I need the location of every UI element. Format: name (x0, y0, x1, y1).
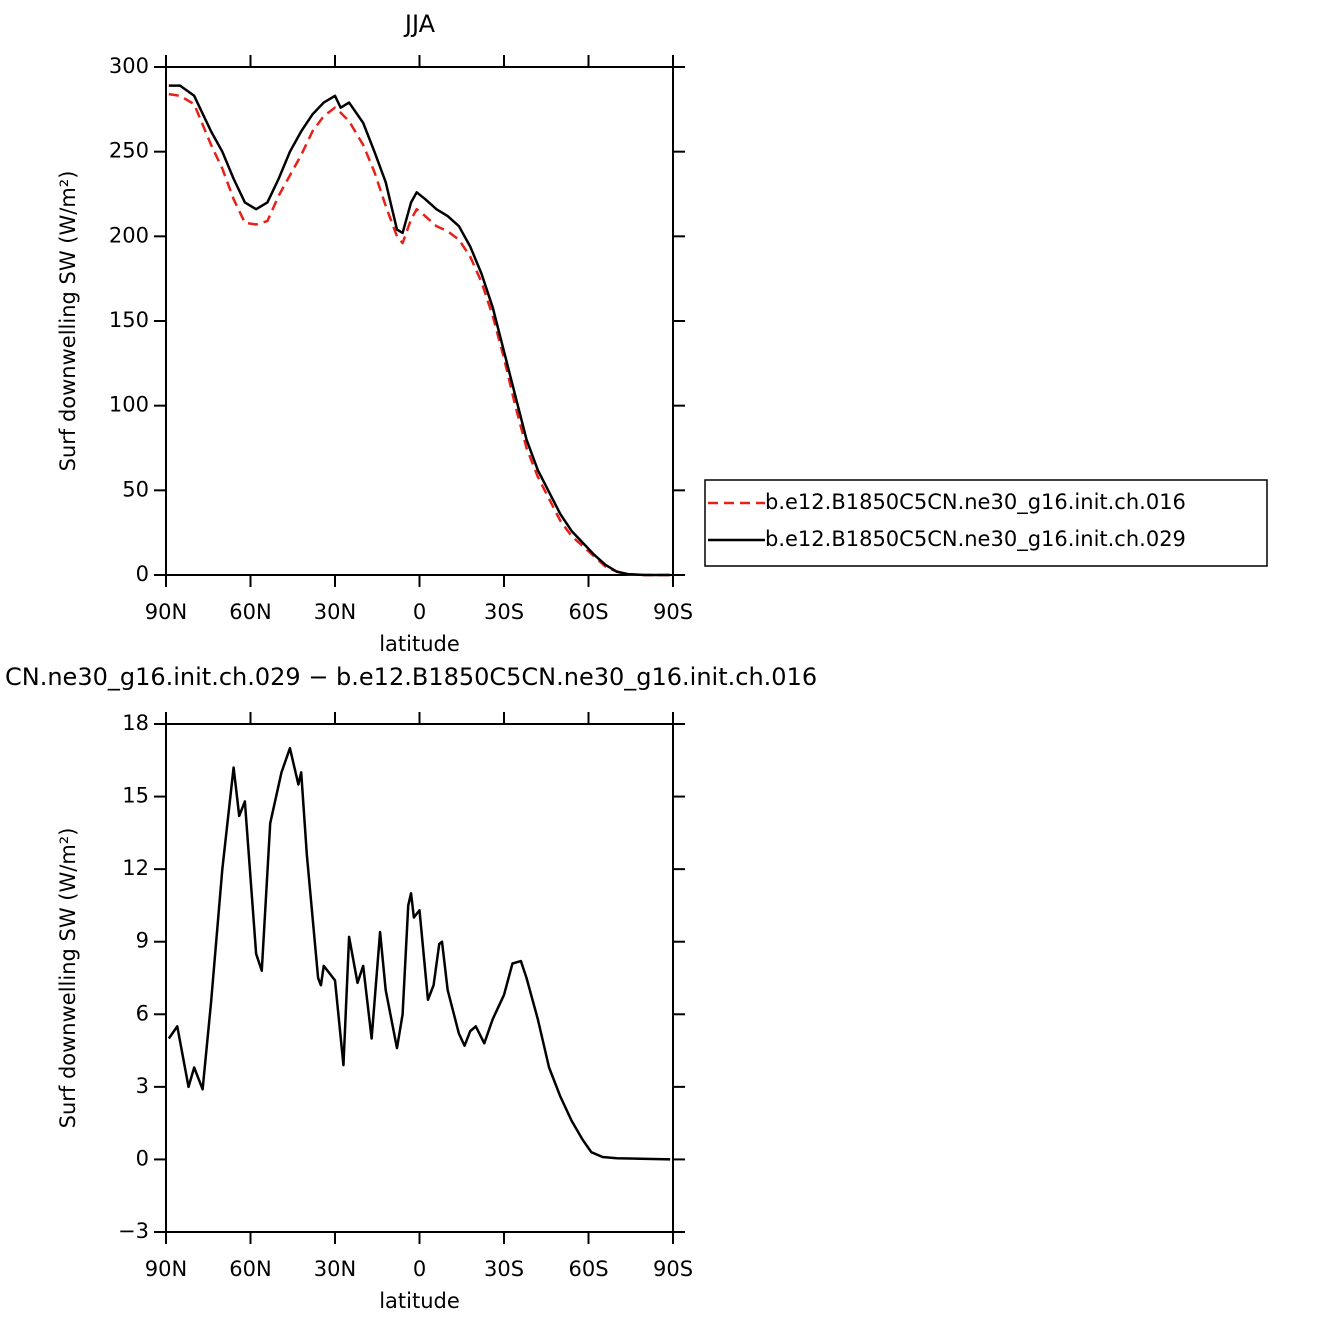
data-line (167, 746, 671, 1161)
plot-frame (165, 66, 674, 576)
x-tick-label: 90S (653, 600, 693, 624)
x-tick-label: 0 (413, 1257, 426, 1281)
x-tick-label: 60S (568, 1257, 608, 1281)
chart-title: CN.ne30_g16.init.ch.029 − b.e12.B1850C5C… (5, 663, 817, 691)
y-axis-label: Surf downwelling SW (W/m²) (56, 171, 80, 472)
x-tick-label: 30S (484, 1257, 524, 1281)
y-tick-label: 6 (136, 1001, 149, 1025)
data-line (168, 92, 671, 577)
x-tick-label: 30S (484, 600, 524, 624)
y-tick-label: 250 (109, 139, 149, 163)
y-tick-label: 300 (109, 54, 149, 78)
legend-box (704, 479, 1268, 567)
x-tick-label: 30N (314, 600, 356, 624)
x-tick-label: 90N (145, 600, 187, 624)
x-axis-label: latitude (379, 1289, 460, 1313)
y-tick-label: 12 (122, 856, 149, 880)
y-tick-label: 100 (109, 393, 149, 417)
x-tick-label: 60N (229, 600, 271, 624)
y-tick-label: 3 (136, 1074, 149, 1098)
x-tick-label: 0 (413, 600, 426, 624)
legend-label: b.e12.B1850C5CN.ne30_g16.init.ch.016 (765, 490, 1186, 515)
x-tick-label: 90N (145, 1257, 187, 1281)
y-tick-label: 150 (109, 308, 149, 332)
x-axis-label: latitude (379, 632, 460, 656)
y-tick-label: 200 (109, 223, 149, 247)
x-tick-label: 90S (653, 1257, 693, 1281)
x-tick-label: 30N (314, 1257, 356, 1281)
y-tick-label: 18 (122, 711, 149, 735)
legend-label: b.e12.B1850C5CN.ne30_g16.init.ch.029 (765, 527, 1186, 552)
y-tick-label: 15 (122, 784, 149, 808)
y-tick-label: 9 (136, 929, 149, 953)
y-axis-label: Surf downwelling SW (W/m²) (56, 828, 80, 1129)
data-line (168, 84, 671, 577)
chart-title: JJA (403, 10, 436, 38)
x-tick-label: 60N (229, 1257, 271, 1281)
y-tick-label: 50 (122, 477, 149, 501)
x-tick-label: 60S (568, 600, 608, 624)
y-tick-label: −3 (118, 1219, 149, 1243)
y-tick-label: 0 (136, 562, 149, 586)
y-tick-label: 0 (136, 1146, 149, 1170)
